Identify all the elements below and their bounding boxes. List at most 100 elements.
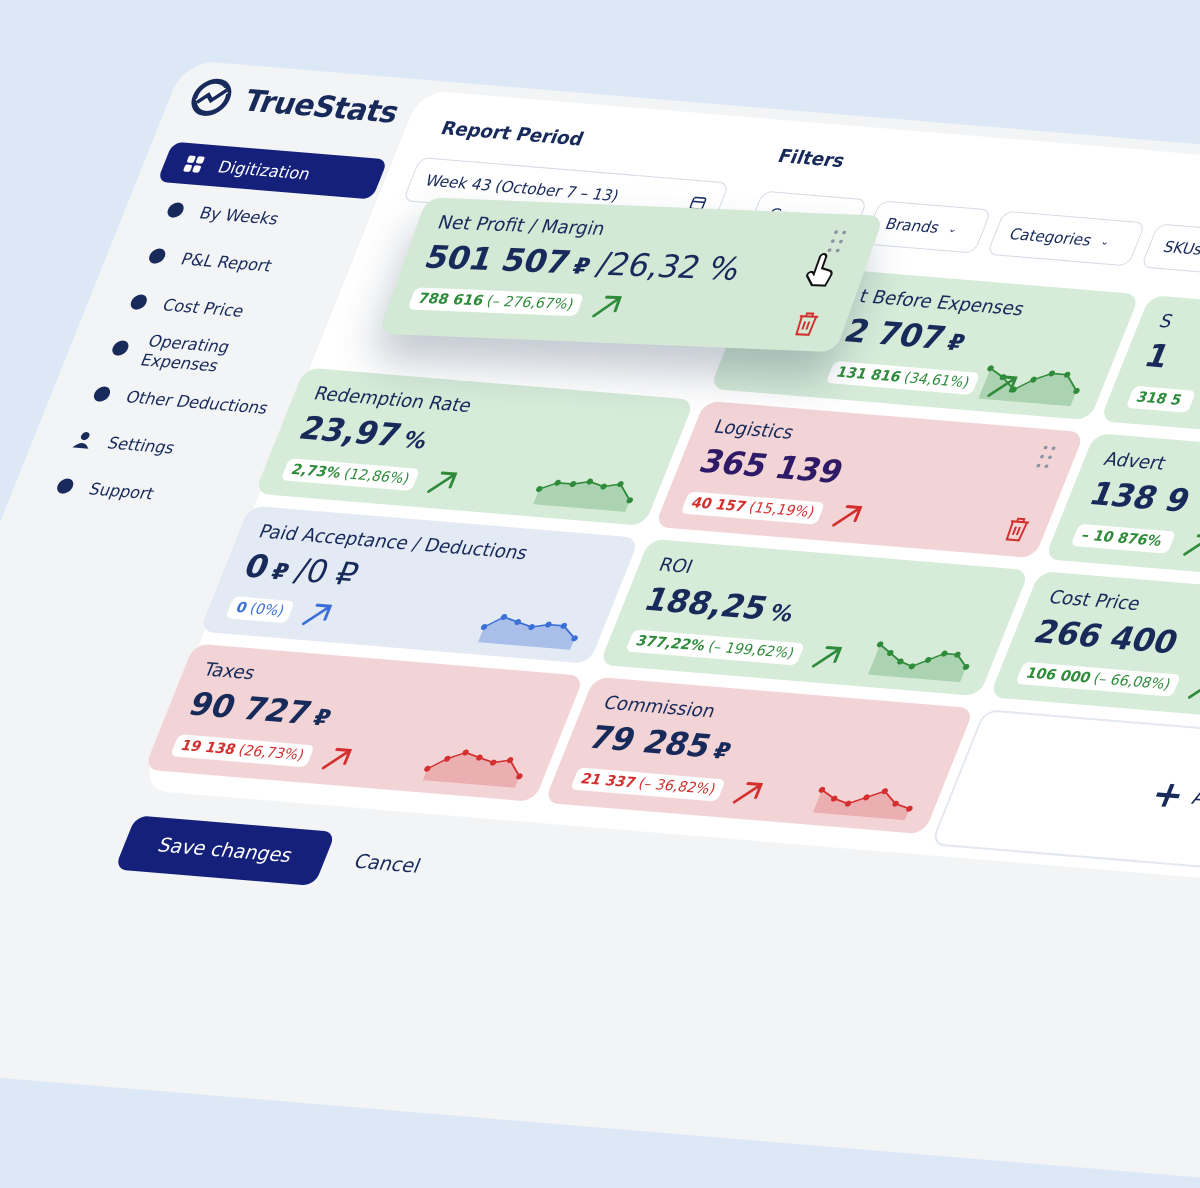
spark-point — [1073, 387, 1080, 395]
save-button[interactable]: Save changes — [114, 815, 337, 886]
spark-point — [906, 805, 913, 812]
change-pct: (0%) — [247, 600, 287, 620]
change-chip: 788 616(– 276,67%) — [407, 287, 585, 317]
change-chip: 106 000(– 66,08%) — [1015, 661, 1182, 697]
spark-point — [954, 651, 961, 658]
drag-handle[interactable] — [1033, 443, 1059, 470]
change-chip: 0(0%) — [225, 596, 295, 624]
nav-item[interactable]: Settings — [47, 418, 278, 476]
metric-card: ROI 188,25% 377,22%(– 199,62%) — [599, 538, 1030, 697]
nav-label: Support — [86, 478, 158, 503]
change-row: – 10 876% — [1070, 522, 1200, 576]
nav-item[interactable]: Digitization — [157, 141, 388, 200]
change-chip: 40 157(15,19%) — [680, 491, 826, 525]
spark-point — [554, 479, 561, 486]
spark-point — [480, 623, 488, 631]
sparkline — [978, 365, 1080, 407]
nav-label: Settings — [104, 432, 179, 458]
dot — [834, 230, 838, 234]
spark-point — [571, 635, 578, 642]
arrow-shape — [1183, 534, 1200, 556]
spark-point — [844, 800, 852, 807]
spark-point — [987, 365, 994, 372]
value-unit: % — [398, 427, 431, 455]
nav-item[interactable]: Support — [28, 464, 259, 522]
change-pct: (– 199,62%) — [705, 638, 797, 662]
delete-icon[interactable] — [790, 310, 824, 337]
icon-part — [192, 165, 201, 173]
spark-point — [818, 786, 826, 793]
spark-point — [941, 650, 948, 657]
plus-icon: + — [1145, 772, 1192, 817]
nav-icon — [149, 248, 166, 264]
change-delta: – 10 876% — [1078, 527, 1165, 550]
dot — [827, 248, 832, 253]
trend-arrow — [1183, 534, 1200, 556]
spark-point — [1010, 386, 1017, 393]
metric-card: Paid Acceptance / Deductions 0₽/0 ₽0(0%) — [199, 505, 640, 664]
cancel-button[interactable]: Cancel — [350, 850, 424, 878]
value-main: 188,25 — [638, 581, 773, 628]
icon-part — [187, 155, 196, 163]
value-unit: ₽ — [568, 254, 594, 280]
spark-area — [533, 481, 630, 512]
arrow-shape — [427, 471, 458, 493]
value-unit: ₽ — [267, 559, 293, 586]
change-chip: – 10 876% — [1070, 523, 1177, 554]
spark-point — [506, 757, 514, 764]
change-delta: 40 157 — [688, 494, 749, 516]
spark-point — [424, 765, 431, 772]
change-pct: (– 276,67%) — [484, 293, 576, 313]
metric-card: Cost Price 266 400 106 000(– 66,08%) — [989, 571, 1200, 729]
spark-point — [863, 794, 870, 801]
spark-point — [600, 483, 607, 490]
dot — [842, 230, 847, 235]
change-pct: (– 36,82%) — [635, 775, 718, 799]
nav-item[interactable]: Cost Price — [102, 280, 333, 338]
change-delta: 19 138 — [178, 737, 239, 759]
sparkline — [478, 614, 578, 650]
drag-handle[interactable] — [824, 228, 850, 255]
nav-item[interactable]: Operating Expenses — [83, 326, 314, 384]
value-main: 90 727 — [183, 686, 317, 733]
change-pct: (34,61%) — [901, 370, 972, 392]
metric-card: Net Profit / Margin 501 507₽/26,32 % 788 6… — [378, 197, 885, 353]
value-main: 79 285 — [583, 719, 717, 766]
trend-arrow — [1188, 677, 1200, 699]
dot — [1051, 446, 1056, 451]
chevron: ⌄ — [946, 223, 960, 235]
nav-label: Operating Expenses — [137, 331, 233, 376]
spark-point — [569, 481, 577, 488]
icon-part — [72, 443, 89, 449]
change-row: 40 157(15,19%) — [680, 489, 1030, 543]
icon-part — [112, 340, 129, 356]
spark-point — [626, 497, 634, 504]
change-delta: 131 816 — [833, 364, 904, 386]
nav-item[interactable]: Other Deductions — [65, 372, 296, 430]
spark-point — [881, 788, 888, 795]
nav-item[interactable]: By Weeks — [139, 188, 370, 246]
change-row: 19 138(26,73%) — [169, 732, 529, 787]
spark-point — [887, 649, 894, 656]
value-unit: ₽ — [709, 738, 735, 765]
trend-arrow — [832, 505, 863, 527]
delete-icon[interactable] — [1000, 515, 1034, 543]
metric-card: Logistics 365 139 40 157(15,19%) — [654, 400, 1085, 559]
nav-icon — [93, 386, 111, 402]
nav-label: By Weeks — [196, 202, 283, 229]
add-label: Add d — [1188, 784, 1200, 814]
filter-chip[interactable]: Brands ⌄ — [862, 200, 992, 254]
value-suffix: /26,32 % — [591, 246, 746, 288]
icon-part — [57, 478, 74, 494]
nav-label: P&L Report — [178, 248, 276, 276]
sparkline — [868, 641, 970, 683]
dot — [835, 248, 840, 253]
spark-point — [962, 663, 970, 671]
value-main: 138 9 — [1084, 475, 1196, 520]
change-pct: (26,73%) — [235, 742, 307, 764]
nav-item[interactable]: P&L Report — [120, 234, 351, 292]
nav-label: Other Deductions — [123, 386, 272, 418]
arrow-shape — [321, 747, 353, 770]
dot — [1036, 463, 1041, 468]
change-chip: 21 337(– 36,82%) — [570, 767, 727, 802]
